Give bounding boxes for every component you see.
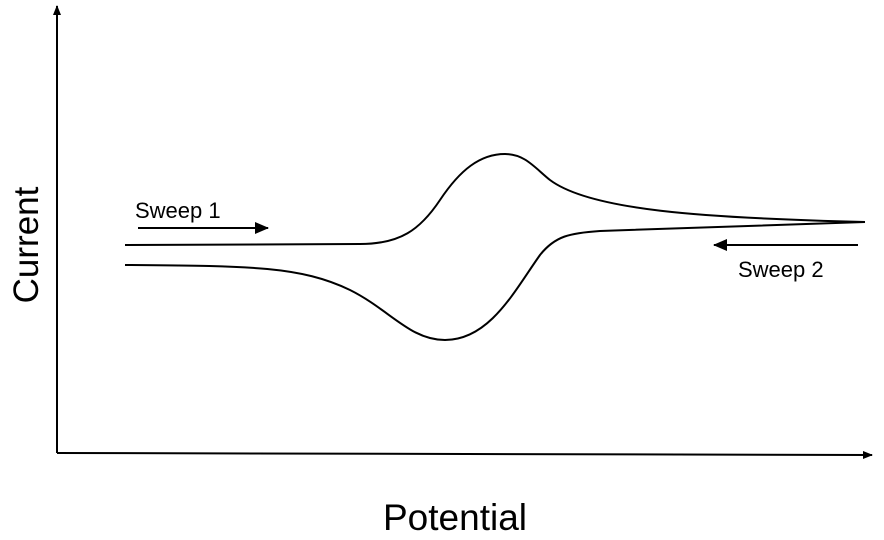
sweep-1-label: Sweep 1 xyxy=(135,198,221,223)
x-axis-label: Potential xyxy=(383,497,527,538)
y-axis-label: Current xyxy=(7,186,46,303)
x-axis xyxy=(56,450,873,459)
sweep-2-label: Sweep 2 xyxy=(738,257,824,282)
reverse-sweep-curve xyxy=(124,221,866,342)
forward-sweep-curve xyxy=(124,152,866,246)
